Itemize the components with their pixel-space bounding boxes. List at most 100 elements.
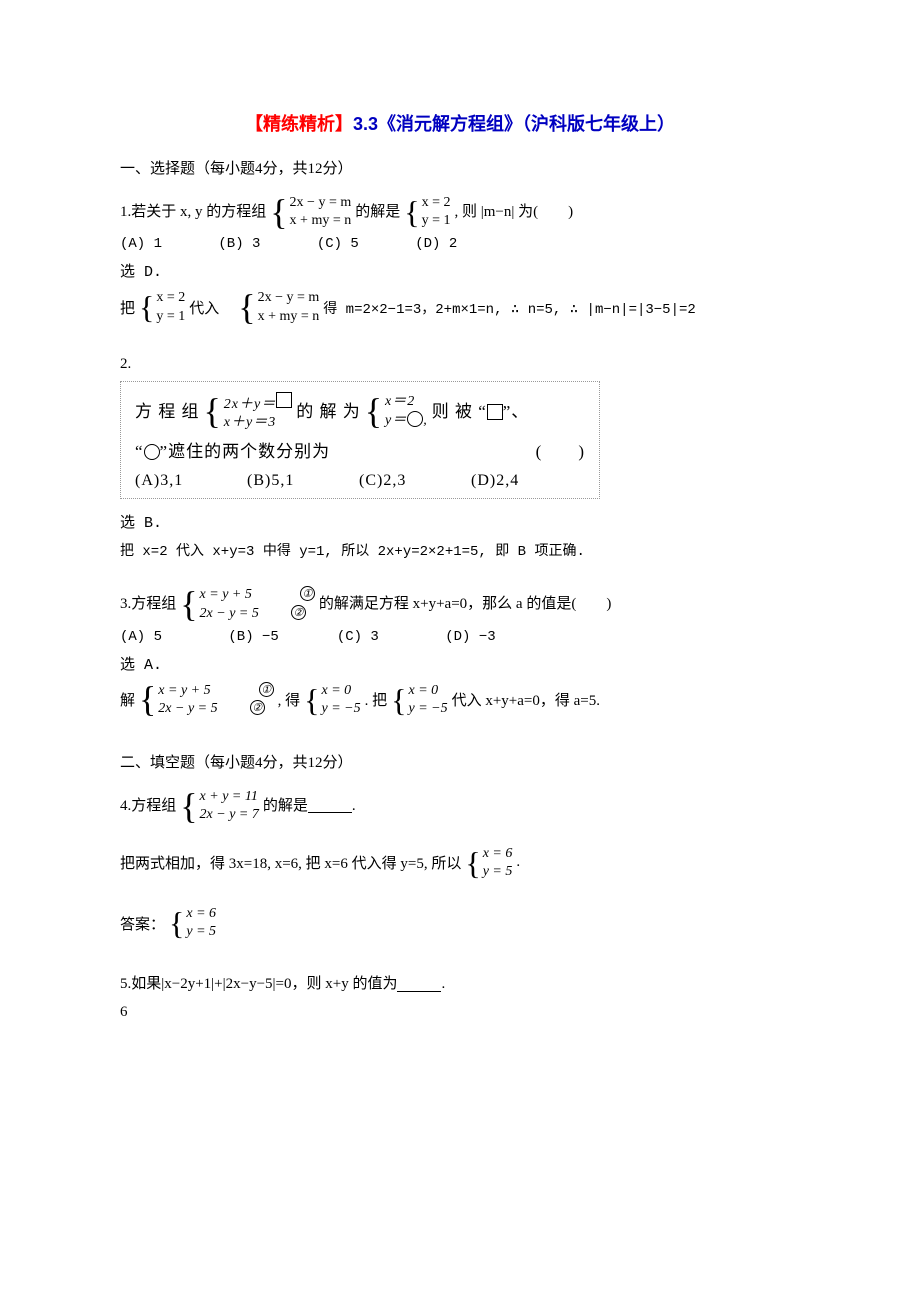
q3-sol-mid2: . 把 [365,689,388,710]
q4-sol-sys-l1: x = 6 [483,845,513,863]
brace-icon: { [465,852,480,874]
q2-r2c: ( ) [536,436,585,468]
q2-label: 2. [120,356,800,373]
q2-r2a: “ [135,442,144,461]
brace-icon: { [139,687,156,712]
q1-sol-tail: 得 m=2×2−1=3，2+m×1=n, ∴ n=5, ∴ |m−n|=|3−5… [323,298,696,318]
brace-icon: { [238,295,255,320]
brace-icon: { [404,201,419,223]
q3-prefix: 3.方程组 [120,591,176,618]
q3-sys-l1t: x = y + 5 [200,587,252,602]
page-title: 【精练精析】3.3《消元解方程组》（沪科版七年级上） [120,110,800,136]
square-icon [487,404,503,420]
q4-stem: 4.方程组 { x + y = 11 2x − y = 7 的解是. [120,788,800,824]
q2-sys2-l2: y＝, [385,411,428,430]
q2-solution: 把 x=2 代入 x+y=3 中得 y=1, 所以 2x+y=2×2+1=5, … [120,540,800,560]
q4-sol-sys: { x = 6 y = 5 [465,845,512,881]
q1-sol-sys1: { x = 2 y = 1 [139,289,185,325]
q1-sol-sys2: { 2x − y = m x + my = n [238,289,319,325]
section2-heading: 二、填空题（每小题4分，共12分） [120,748,800,778]
q3-optA: (A) 5 [120,629,220,645]
q4-sol-pre: 把两式相加，得 3x=18, x=6, 把 x=6 代入得 y=5, 所以 [120,852,461,873]
q2-row1-mid: 的 解 为 [296,396,361,428]
q1-answer: 选 D. [120,260,800,281]
circled-2-icon: ② [291,605,306,620]
q2-optD: (D)2,4 [471,472,583,490]
q2-row2: “”遮住的两个数分别为 ( ) [135,436,585,468]
q2-row1-suf2: ”、 [503,396,530,428]
circled-1-icon: ① [259,682,274,697]
q4-sys-l1: x + y = 11 [200,788,259,806]
q3-sys-l2t: 2x − y = 5 [200,606,259,621]
q2-sys1: { 2x＋y＝ x＋y＝3 [204,392,293,432]
q2-sys1-l2: x＋y＝3 [224,414,292,432]
q3-optC: (C) 3 [337,629,437,645]
q4-ans-sys-l2: y = 5 [186,923,216,941]
q3-sol-tail: 代入 x+y+a=0，得 a=5. [452,689,600,710]
brace-icon: { [180,592,197,617]
q1-sol-pre: 把 [120,297,135,318]
q4-solution: 把两式相加，得 3x=18, x=6, 把 x=6 代入得 y=5, 所以 { … [120,845,800,881]
circled-2-icon: ② [250,700,265,715]
q2-sys1-l1: 2x＋y＝ [224,392,292,414]
q4-sol-sys-l2: y = 5 [483,863,513,881]
q3-sol-sys3-l1: x = 0 [408,682,447,700]
brace-icon: { [169,912,184,934]
q1-sysA-l1: 2x − y = m [290,194,352,212]
q3-sol-sys1-l2: 2x − y = 5 ② [158,700,273,718]
blank-line [308,799,352,813]
q3-sol-sys1-l1: x = y + 5 ① [158,682,273,700]
q1-solution: 把 { x = 2 y = 1 代入 { 2x − y = m x + my =… [120,289,800,325]
q1-sysB-l2: y = 1 [422,212,451,230]
q3-solution: 解 { x = y + 5① 2x − y = 5② , 得 { x = 0 y… [120,682,800,718]
q1-sysB-l1: x = 2 [422,194,451,212]
q1-sysB: { x = 2 y = 1 [404,194,450,230]
circled-1-icon: ① [300,586,315,601]
q2-row1-suf: 则 被 “ [432,396,487,428]
section1-heading: 一、选择题（每小题4分，共12分） [120,154,800,184]
q1-sysA: { 2x − y = m x + my = n [270,194,351,230]
q2-image-box: 方 程 组 { 2x＋y＝ x＋y＝3 的 解 为 { x＝2 y＝, 则 被 … [120,381,600,500]
q1-suffix: , 则 |m−n| 为( ) [455,199,574,226]
q2-optC: (C)2,3 [359,472,471,490]
q1-sol-sys2-l1: 2x − y = m [258,289,320,307]
q2-answer: 选 B. [120,511,800,532]
q3-optD: (D) −3 [445,629,545,645]
q3-sol-sys3-l2: y = −5 [408,700,447,718]
q3-sol-sys1-l2t: 2x − y = 5 [158,701,217,716]
square-icon [276,392,292,408]
q3-stem: 3.方程组 { x = y + 5 ① 2x − y = 5 ② 的解满足方程 x+… [120,586,800,622]
q1-prefix: 1.若关于 x, y 的方程组 [120,199,266,226]
q3-sol-sys1-l1t: x = y + 5 [158,683,210,698]
q3-sol-sys2-l2: y = −5 [322,700,361,718]
q4-suf1: 的解是 [263,793,308,820]
q3-optB: (B) −5 [228,629,328,645]
q1-sol-sys1-l2: y = 1 [156,308,185,326]
brace-icon: { [180,794,197,819]
q2-sys2-l1: x＝2 [385,393,428,411]
q3-sol-sys3: { x = 0 y = −5 [391,682,447,718]
q5-answer: 6 [120,1004,800,1021]
q4-sol-suf: . [516,854,520,871]
q4-sys: { x + y = 11 2x − y = 7 [180,788,259,824]
q1-sol-sys1-l1: x = 2 [156,289,185,307]
q4-ans-sys-l1: x = 6 [186,905,216,923]
q2-options: (A)3,1 (B)5,1 (C)2,3 (D)2,4 [135,472,585,490]
q4-ans-sys: { x = 6 y = 5 [169,905,216,941]
q3-sol-sys1: { x = y + 5 ① 2x − y = 5 ② [139,682,274,718]
q5-prefix: 5.如果|x−2y+1|+|2x−y−5|=0，则 x+y 的值为 [120,971,397,998]
title-red: 【精练精析】 [245,114,353,134]
blank-line [397,978,441,992]
q1-sysA-l2: x + my = n [290,212,352,230]
q1-optD: (D) 2 [415,236,505,252]
q2-sys1-l1a: 2x＋y＝ [224,397,276,412]
brace-icon: { [304,689,319,711]
q1-sol-mid1: 代入 [189,297,234,318]
q3-sol-sys2: { x = 0 y = −5 [304,682,360,718]
q3-sys-l1: x = y + 5 ① [200,586,315,604]
q1-optC: (C) 5 [317,236,407,252]
q1-sol-sys2-l2: x + my = n [258,308,320,326]
q3-options: (A) 5 (B) −5 (C) 3 (D) −3 [120,629,800,645]
q3-suffix: 的解满足方程 x+y+a=0，那么 a 的值是( ) [319,591,611,618]
q4-prefix: 4.方程组 [120,793,176,820]
